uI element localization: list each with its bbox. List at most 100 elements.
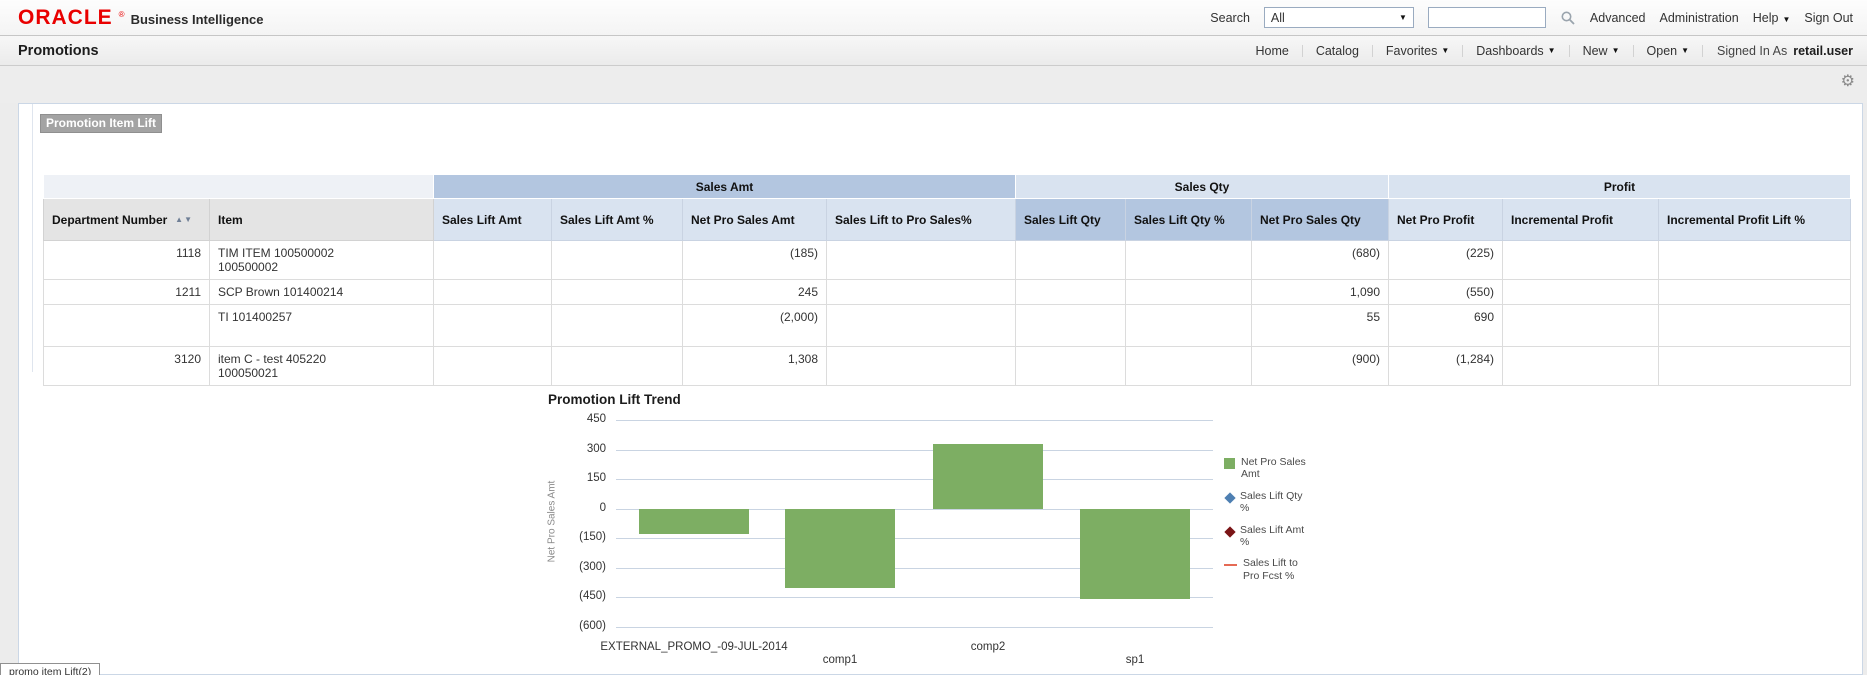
column-header[interactable]: Sales Lift to Pro Sales% (826, 198, 1016, 241)
search-label: Search (1210, 10, 1250, 25)
bar-comp2[interactable] (933, 443, 1043, 509)
legend-label: Sales Lift Amt % (1240, 523, 1305, 548)
value-cell: (225) (1388, 240, 1503, 280)
item-cell: item C - test 405220 100050021 (209, 346, 434, 386)
sort-desc-icon[interactable]: ▼ (184, 215, 193, 224)
search-scope-select[interactable]: All ▼ (1263, 7, 1414, 28)
value-cell (1125, 240, 1252, 280)
bar-sp1[interactable] (1080, 508, 1190, 600)
value-cell (1502, 304, 1659, 347)
help-label: Help (1752, 10, 1779, 25)
y-tick-label: (300) (579, 560, 606, 573)
nav-open-menu[interactable]: Open ▼ (1634, 44, 1703, 58)
nav-favorites-menu[interactable]: Favorites ▼ (1373, 44, 1462, 58)
brand: ORACLE ® Business Intelligence (18, 6, 264, 30)
value-cell: 690 (1388, 304, 1503, 347)
column-header[interactable]: Sales Lift Qty % (1125, 198, 1252, 241)
chevron-down-icon: ▼ (1398, 13, 1407, 22)
nav-dashboards-menu[interactable]: Dashboards ▼ (1463, 44, 1568, 58)
legend-item: Sales Lift Qty % (1224, 490, 1315, 515)
help-menu[interactable]: Help ▼ (1753, 11, 1791, 25)
search-icon[interactable] (1560, 10, 1576, 26)
value-cell (1502, 346, 1659, 386)
chevron-down-icon: ▼ (1441, 46, 1450, 55)
column-header[interactable]: Sales Lift Amt (433, 198, 552, 241)
divider (1568, 44, 1570, 57)
column-header[interactable]: Incremental Profit Lift % (1658, 198, 1851, 241)
value-cell: (550) (1388, 279, 1503, 305)
column-header[interactable]: Department Number ▲▼ (43, 198, 210, 241)
layout-divider (32, 104, 33, 372)
nav-new-menu[interactable]: New ▼ (1570, 44, 1633, 58)
value-cell (433, 279, 552, 305)
value-cell (826, 240, 1016, 280)
signed-in-as: Signed In As retail.user (1703, 44, 1853, 58)
divider (1462, 44, 1464, 57)
administration-link[interactable]: Administration (1659, 10, 1739, 25)
gridline (616, 479, 1213, 481)
column-header[interactable]: Incremental Profit (1502, 198, 1659, 241)
gridline (616, 508, 1213, 510)
dashboard-header: Promotions Home Catalog Favorites ▼ Dashb… (0, 36, 1867, 66)
favorites-label: Favorites (1385, 43, 1438, 58)
nav-home[interactable]: Home (1255, 43, 1289, 58)
x-axis-label[interactable]: sp1 (1125, 654, 1145, 666)
legend-item: Net Pro Sales Amt (1224, 456, 1315, 481)
value-cell (1658, 279, 1851, 305)
department-cell: 3120 (43, 346, 210, 386)
oracle-logo: ORACLE (18, 5, 113, 29)
value-cell (551, 240, 683, 280)
page-title: Promotions (18, 42, 99, 59)
column-header[interactable]: Net Pro Sales Qty (1251, 198, 1389, 241)
y-axis-title: Net Pro Sales Amt (546, 480, 558, 563)
chevron-down-icon: ▼ (1782, 14, 1791, 24)
legend-item: Sales Lift Amt % (1224, 524, 1315, 549)
gridline (616, 449, 1213, 451)
value-cell (1015, 346, 1126, 386)
gridline (616, 420, 1213, 421)
column-header[interactable]: Item (209, 198, 434, 241)
table-row: 3120 item C - test 405220 100050021 1,308 (… (43, 346, 1851, 386)
x-axis-label[interactable]: EXTERNAL_PROMO_-09-JUL-2014 (600, 641, 788, 653)
legend-diamond-icon (1224, 492, 1236, 504)
value-cell (1015, 279, 1126, 305)
search-input[interactable] (1427, 7, 1546, 28)
sign-out-link[interactable]: Sign Out (1804, 10, 1853, 25)
gridline (616, 538, 1213, 540)
column-group-header (43, 174, 434, 199)
page-options-gear-icon[interactable]: ⚙ (1840, 73, 1855, 90)
x-axis-label[interactable]: comp1 (822, 654, 858, 666)
nav-catalog[interactable]: Catalog (1315, 43, 1359, 58)
sort-asc-icon[interactable]: ▲ (175, 215, 185, 224)
sort-icons[interactable]: ▲▼ (175, 215, 193, 224)
chart-legend: Net Pro Sales Amt Sales Lift Qty % Sales L… (1224, 456, 1315, 582)
item-cell: SCP Brown 101400214 (209, 279, 434, 305)
advanced-link[interactable]: Advanced (1589, 10, 1646, 25)
bar-EXTERNAL_PROMO_-09-JUL-2014[interactable] (639, 508, 749, 535)
value-cell: 245 (682, 279, 827, 305)
registered-mark-icon: ® (118, 9, 125, 19)
divider (1702, 44, 1704, 57)
y-tick-label: 150 (586, 472, 606, 485)
column-header[interactable]: Net Pro Profit (1388, 198, 1503, 241)
x-axis-label[interactable]: comp2 (970, 641, 1006, 653)
product-name: Business Intelligence (130, 11, 264, 27)
open-label: Open (1646, 43, 1678, 58)
value-cell (1502, 240, 1659, 280)
bar-comp1[interactable] (785, 508, 895, 588)
chevron-down-icon: ▼ (1547, 46, 1556, 55)
legend-line-icon (1224, 564, 1237, 567)
promotion-item-lift-table: Sales Amt Sales Qty Profit Department Numbe… (43, 174, 1851, 386)
column-header[interactable]: Sales Lift Amt % (551, 198, 683, 241)
divider (1371, 44, 1373, 57)
legend-item: Sales Lift to Pro Fcst % (1224, 557, 1315, 582)
value-cell: (185) (682, 240, 827, 280)
value-cell (1502, 279, 1659, 305)
value-cell (551, 279, 683, 305)
y-tick-label: 0 (599, 501, 606, 514)
column-header[interactable]: Sales Lift Qty (1015, 198, 1126, 241)
value-cell (1658, 304, 1851, 347)
column-header[interactable]: Net Pro Sales Amt (682, 198, 827, 241)
value-cell: (2,000) (682, 304, 827, 347)
legend-label: Sales Lift to Pro Fcst % (1243, 557, 1298, 582)
